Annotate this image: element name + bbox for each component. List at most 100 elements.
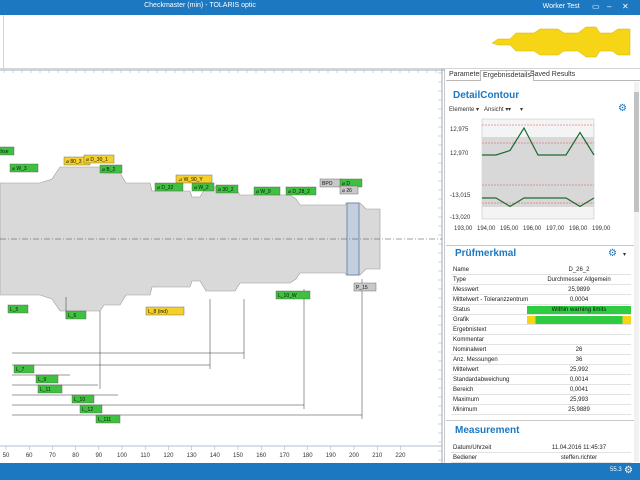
pruef-menu-chevron[interactable]: ▾ bbox=[623, 252, 627, 258]
dimension-tag[interactable]: ⊿ W_90_Y bbox=[175, 174, 213, 184]
ruler-label: 60 bbox=[26, 453, 33, 459]
x-tick-label: 194,00 bbox=[477, 226, 496, 232]
contour-series-line bbox=[482, 197, 595, 208]
row-value: 26 bbox=[575, 347, 583, 353]
ruler-label: 100 bbox=[117, 453, 128, 459]
table-row: Mittelwert 25,992 bbox=[451, 365, 631, 375]
x-tick-label: 193,00 bbox=[454, 226, 473, 232]
y-tick-label: -13,015 bbox=[450, 193, 471, 199]
window-title: Checkmaster (min) - TOLARIS optic bbox=[144, 2, 256, 9]
svg-text:L_10_W: L_10_W bbox=[278, 293, 297, 299]
dimension-tag[interactable]: ⌀ W_9 bbox=[253, 186, 281, 196]
dimension-tag[interactable]: ⌀ D_30_1 bbox=[83, 154, 115, 164]
dimension-tag[interactable]: chse bbox=[0, 146, 15, 156]
row-key: Nominalwert bbox=[453, 347, 487, 353]
ruler-label: 130 bbox=[187, 453, 198, 459]
drawing-canvas[interactable]: chse ⌀ W_3 ⌀ 80_3 ⌀ D_30_1 ⌀ B_2 ⊿ W_90_Y ⌀ D_… bbox=[0, 69, 445, 463]
svg-text:⌀ W_2: ⌀ W_2 bbox=[194, 185, 209, 191]
ruler-label: 90 bbox=[95, 453, 102, 459]
ruler-label: 80 bbox=[72, 453, 79, 459]
svg-text:⌀ 26: ⌀ 26 bbox=[342, 188, 352, 194]
dimension-tag[interactable]: ⌀ D_32 bbox=[154, 182, 184, 192]
row-key: Anz. Messungen bbox=[453, 357, 498, 363]
part-preview[interactable] bbox=[488, 19, 636, 65]
view-dropdown-a[interactable]: ▾ bbox=[508, 107, 512, 113]
table-row: Ergebnistext bbox=[451, 325, 631, 335]
svg-text:⌀ 80_3: ⌀ 80_3 bbox=[66, 159, 82, 165]
dimension-tag[interactable]: L_5 bbox=[7, 304, 29, 314]
section-divider bbox=[446, 420, 634, 421]
row-value: 25,9889 bbox=[568, 407, 590, 413]
svg-text:L_7: L_7 bbox=[16, 367, 25, 373]
detail-contour-title: DetailContour bbox=[453, 90, 520, 101]
row-key: Status bbox=[453, 307, 471, 313]
ruler-label: 150 bbox=[233, 453, 244, 459]
view-dropdown-b[interactable]: ▾ bbox=[520, 107, 524, 113]
ruler-label: 180 bbox=[303, 453, 314, 459]
user-label: Worker Test bbox=[542, 3, 580, 10]
tab-saved-results[interactable]: Saved Results bbox=[530, 71, 576, 78]
dimension-tag[interactable]: L_9 bbox=[35, 374, 59, 384]
svg-text:⌀ D_28_2: ⌀ D_28_2 bbox=[288, 189, 310, 195]
ruler-label: 140 bbox=[210, 453, 221, 459]
dimension-tag[interactable]: ⌀ 30_2 bbox=[215, 184, 239, 194]
title-bar: Checkmaster (min) - TOLARIS optic 👤 Work… bbox=[0, 0, 640, 15]
dimension-tag[interactable]: L_11 bbox=[37, 384, 63, 394]
x-tick-label: 196,00 bbox=[523, 226, 542, 232]
restore-icon[interactable]: ▭ bbox=[592, 2, 600, 11]
detail-gear-icon[interactable]: ⚙ bbox=[618, 103, 627, 114]
x-tick-label: 198,00 bbox=[569, 226, 588, 232]
panel-scrollbar[interactable] bbox=[634, 82, 639, 462]
dimension-tag[interactable]: L_6 bbox=[65, 310, 87, 320]
panel-tabs: Parameter Ergebnisdetails Saved Results bbox=[446, 69, 640, 81]
tab-parameter[interactable]: Parameter bbox=[449, 71, 482, 78]
pruef-gear-icon[interactable]: ⚙ bbox=[608, 248, 617, 259]
row-key: Grafik bbox=[453, 317, 470, 323]
dimension-tag[interactable]: ⌀ B_2 bbox=[99, 164, 123, 174]
y-tick-label: 12,970 bbox=[450, 151, 469, 157]
dimension-tag[interactable]: L_10_W bbox=[275, 290, 311, 300]
svg-text:chse: chse bbox=[0, 149, 9, 155]
row-key: Bediener bbox=[453, 455, 478, 461]
table-row: Bereich 0,0041 bbox=[451, 385, 631, 395]
ruler-label: 120 bbox=[163, 453, 174, 459]
table-row: Type Durchmesser Allgemein bbox=[451, 275, 631, 285]
row-value: 36 bbox=[575, 357, 583, 363]
close-icon[interactable]: ✕ bbox=[622, 2, 629, 11]
status-bar: 55.3 ⚙ bbox=[0, 463, 640, 480]
dimension-tag[interactable]: L_7 bbox=[13, 364, 35, 374]
dimension-tag[interactable]: BPO bbox=[319, 178, 343, 188]
ruler-label: 160 bbox=[256, 453, 267, 459]
dimension-tag[interactable]: ⌀ W_2 bbox=[191, 182, 215, 192]
table-row: Datum/Uhrzeit 11.04.2016 11:45:37 bbox=[451, 443, 631, 453]
row-value: 11.04.2016 11:45:37 bbox=[551, 445, 607, 451]
table-row: Grafik bbox=[451, 315, 631, 325]
row-value: 0,0014 bbox=[569, 377, 589, 383]
svg-text:P_15: P_15 bbox=[356, 285, 368, 291]
tolerance-band bbox=[482, 137, 594, 207]
svg-text:L_9: L_9 bbox=[38, 377, 47, 383]
dimension-tag[interactable]: L_10 bbox=[71, 394, 95, 404]
contour-drawing[interactable]: chse ⌀ W_3 ⌀ 80_3 ⌀ D_30_1 ⌀ B_2 ⊿ W_90_Y ⌀ D_… bbox=[0, 69, 445, 463]
row-key: Bereich bbox=[453, 387, 474, 393]
dimension-tag[interactable]: ⌀ W_3 bbox=[9, 163, 39, 173]
dimension-tag[interactable]: P_15 bbox=[353, 282, 377, 292]
toolbar-area bbox=[0, 15, 640, 69]
dimension-tag[interactable]: L_12 bbox=[79, 404, 103, 414]
svg-text:L_10: L_10 bbox=[74, 397, 85, 403]
scrollbar-thumb[interactable] bbox=[634, 92, 639, 212]
detail-contour-chart[interactable]: 12,975 12,970 -13,015 -13,020 193,00 194,00 19… bbox=[446, 115, 640, 245]
dimension-tag[interactable]: L_111 bbox=[95, 414, 121, 424]
dimension-tag[interactable]: ⌀ D_28_2 bbox=[285, 186, 317, 196]
settings-icon[interactable]: ⚙ bbox=[624, 465, 633, 476]
minimize-icon[interactable]: – bbox=[607, 2, 612, 11]
tab-ergebnisdetails[interactable]: Ergebnisdetails bbox=[480, 70, 534, 81]
tolerance-graphic bbox=[527, 316, 631, 324]
svg-text:⌀ B_2: ⌀ B_2 bbox=[102, 167, 116, 173]
row-key: Type bbox=[453, 277, 467, 283]
dimension-tag[interactable]: L_8 (ind) bbox=[145, 306, 185, 316]
elemente-dropdown[interactable]: Elemente ▾ bbox=[449, 107, 480, 113]
dimension-tag[interactable]: ⌀ 26 bbox=[339, 185, 359, 195]
user-name[interactable]: 👤 Worker Test bbox=[532, 3, 580, 10]
ansicht-dropdown[interactable]: Ansicht ▾ bbox=[484, 107, 509, 113]
